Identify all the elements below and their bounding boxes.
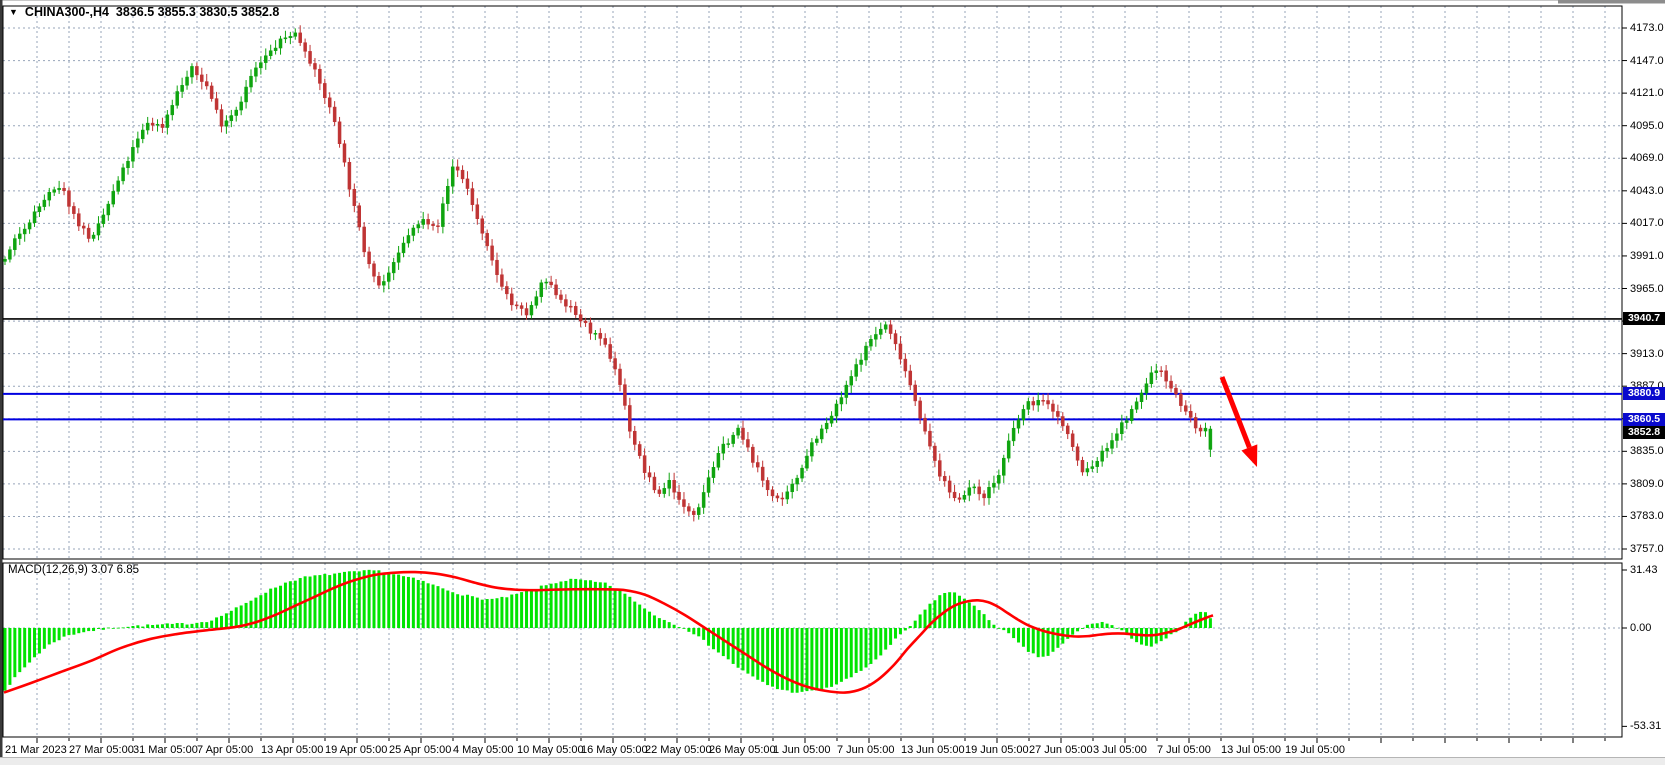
time-tick-label: 10 May 05:00: [517, 744, 584, 756]
time-tick-label: 22 May 05:00: [645, 744, 712, 756]
time-tick-label: 1 Jun 05:00: [773, 744, 831, 756]
time-tick-label: 31 Mar 05:00: [133, 744, 198, 756]
down-arrow-annotation[interactable]: [1219, 376, 1252, 449]
time-tick-label: 13 Jul 05:00: [1221, 744, 1281, 756]
price-level-badge: 3860.5: [1623, 412, 1665, 426]
time-tick-label: 7 Apr 05:00: [197, 744, 254, 756]
price-level-badge: 3852.8: [1623, 425, 1665, 439]
time-tick-label: 7 Jun 05:00: [837, 744, 895, 756]
price-tick-label: 4173.0: [1630, 22, 1664, 34]
price-tick-label: 4069.0: [1630, 152, 1664, 165]
time-tick-label: 25 Apr 05:00: [389, 744, 452, 756]
price-tick-label: 4095.0: [1630, 119, 1664, 132]
price-tick-label: 3835.0: [1630, 445, 1664, 458]
chart-title: CHINA300-,H4 3836.5 3855.3 3830.5 3852.8: [24, 5, 280, 19]
macd-tick-label: 31.43: [1630, 564, 1658, 576]
time-tick-label: 19 Jul 05:00: [1285, 744, 1345, 756]
time-tick-label: 19 Apr 05:00: [325, 744, 388, 756]
price-level-badge: 3880.9: [1623, 387, 1665, 401]
price-level-badge: 3940.7: [1623, 312, 1665, 326]
macd-tick-label: 0.00: [1630, 622, 1652, 634]
time-tick-label: 26 May 05:00: [709, 744, 776, 756]
price-tick-label: 4017.0: [1630, 217, 1664, 230]
time-tick-label: 16 May 05:00: [581, 744, 648, 756]
time-tick-label: 21 Mar 2023: [5, 744, 67, 756]
symbol-dropdown-icon[interactable]: ▼: [9, 6, 18, 17]
price-tick-label: 4043.0: [1630, 184, 1664, 197]
price-tick-label: 3757.0: [1630, 543, 1664, 555]
macd-tick-label: -53.31: [1630, 720, 1662, 733]
time-tick-label: 13 Apr 05:00: [261, 744, 324, 756]
price-tick-label: 3783.0: [1630, 510, 1664, 523]
down-arrow-annotation-head: [1241, 444, 1258, 467]
time-tick-label: 3 Jul 05:00: [1093, 744, 1147, 756]
price-tick-label: 3991.0: [1630, 249, 1664, 262]
time-tick-label: 27 Jun 05:00: [1029, 744, 1093, 756]
time-tick-label: 13 Jun 05:00: [901, 744, 965, 756]
price-tick-label: 3965.0: [1630, 282, 1664, 295]
time-tick-label: 7 Jul 05:00: [1157, 744, 1211, 756]
time-tick-label: 19 Jun 05:00: [965, 744, 1029, 756]
macd-indicator-label: MACD(12,26,9) 3.07 6.85: [8, 564, 140, 576]
price-tick-label: 3913.0: [1630, 347, 1664, 360]
price-tick-label: 4147.0: [1630, 54, 1664, 67]
chart-title-bar: ▼ CHINA300-,H4 3836.5 3855.3 3830.5 3852…: [9, 5, 279, 19]
price-tick-label: 4121.0: [1630, 87, 1664, 100]
time-tick-label: 4 May 05:00: [453, 744, 514, 756]
price-tick-label: 3809.0: [1630, 477, 1664, 490]
time-tick-label: 27 Mar 05:00: [69, 744, 134, 756]
